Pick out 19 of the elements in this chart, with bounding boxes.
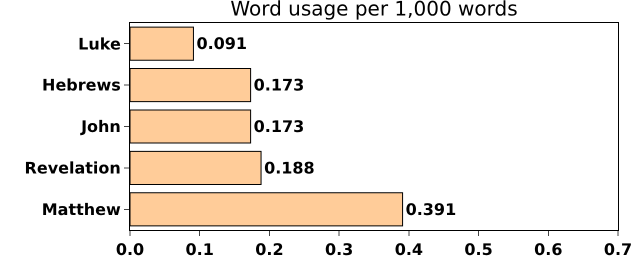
data-label: 0.173 — [254, 76, 304, 95]
x-tick-label: 0.0 — [116, 240, 144, 260]
x-tick-label: 0.7 — [604, 240, 632, 260]
x-tick-label: 0.1 — [186, 240, 214, 260]
chart-title: Word usage per 1,000 words — [230, 0, 518, 20]
data-label: 0.091 — [196, 34, 248, 54]
y-tick-label: Luke — [78, 34, 121, 54]
y-tick-label: Revelation — [24, 158, 121, 178]
x-tick-label: 0.2 — [255, 240, 284, 260]
x-tick-label: 0.4 — [394, 240, 424, 260]
data-label: 0.391 — [406, 200, 456, 219]
data-label: 0.173 — [254, 117, 304, 136]
x-tick-label: 0.5 — [464, 240, 493, 260]
data-label: 0.188 — [264, 158, 315, 178]
x-tick-label: 0.3 — [324, 240, 354, 260]
y-tick-label: Matthew — [42, 200, 122, 219]
x-tick-label: 0.6 — [534, 240, 562, 260]
y-tick-label: John — [80, 117, 121, 136]
y-tick-label: Hebrews — [42, 76, 121, 95]
